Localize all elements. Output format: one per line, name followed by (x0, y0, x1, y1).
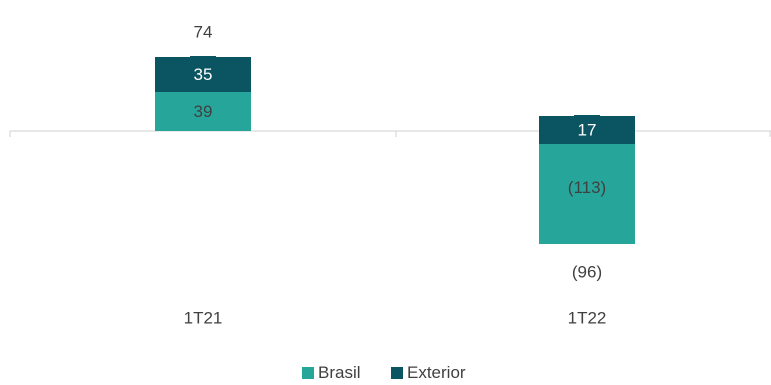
data-label-brasil-1t21: 39 (194, 102, 213, 121)
stacked-bar-chart: 39 35 74 1T21 (113) 17 (96) 1T22 (9, 23, 771, 328)
bars-layer (155, 56, 635, 244)
labels-layer: 39 35 74 1T21 (113) 17 (96) 1T22 (184, 23, 607, 328)
total-label-1t22: (96) (572, 263, 602, 282)
legend-item-exterior: Exterior (391, 363, 466, 383)
bar-exterior-1t22 (539, 116, 635, 144)
data-label-exterior-1t22: 17 (578, 121, 597, 140)
data-label-exterior-1t21: 35 (194, 65, 213, 84)
legend-swatch-exterior (391, 367, 403, 379)
legend-swatch-brasil (302, 367, 314, 379)
bar-exterior-1t21 (155, 57, 251, 92)
total-label-1t21: 74 (194, 23, 213, 42)
data-label-brasil-1t22: (113) (568, 178, 606, 197)
category-label-1t21: 1T21 (184, 309, 223, 328)
legend-label-exterior: Exterior (407, 363, 466, 382)
category-label-1t22: 1T22 (568, 309, 607, 328)
legend: Brasil Exterior (0, 363, 771, 385)
legend-label-brasil: Brasil (318, 363, 361, 382)
bar-brasil-1t21 (155, 92, 251, 131)
bar-brasil-1t22 (539, 131, 635, 244)
legend-item-brasil: Brasil (302, 363, 361, 383)
